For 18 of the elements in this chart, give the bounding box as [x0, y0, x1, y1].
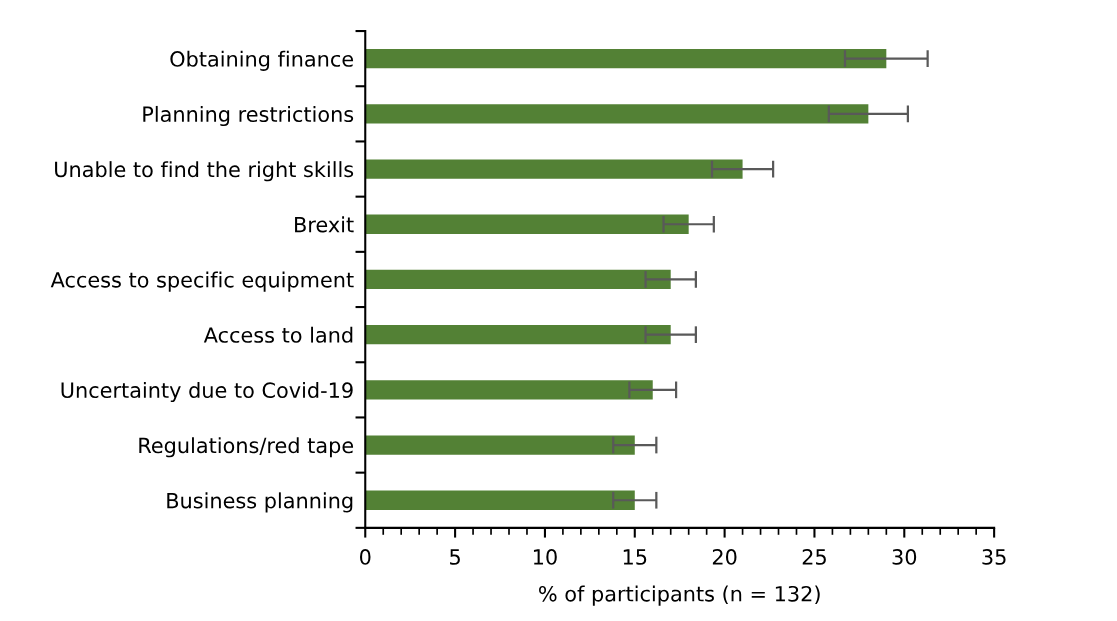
x-tick-label: 20 — [712, 549, 737, 565]
y-tick-label: Unable to find the right skills — [55, 161, 354, 182]
y-tick-label: Regulations/red tape — [139, 437, 354, 458]
x-tick-label: 30 — [892, 549, 917, 565]
y-tick-label: Brexit — [295, 216, 354, 233]
x-tick-label: 10 — [533, 549, 557, 565]
y-tick-label: Access to specific equipment — [50, 271, 354, 292]
y-tick-label: Planning restrictions — [143, 105, 354, 127]
y-tick-label: Access to land — [203, 326, 353, 343]
x-axis-title: % of participants (n = 132) — [539, 585, 820, 606]
y-tick-label: Uncertainty due to Covid-19 — [61, 381, 353, 403]
y-tick-label: Business planning — [167, 492, 353, 513]
x-tick-label: 0 — [360, 549, 371, 565]
x-tick-label: 35 — [982, 549, 1006, 565]
y-tick-label: Obtaining finance — [170, 50, 354, 71]
x-tick-label: 25 — [802, 549, 826, 565]
x-tick-label: 5 — [450, 549, 460, 565]
x-tick-label: 15 — [623, 549, 647, 565]
